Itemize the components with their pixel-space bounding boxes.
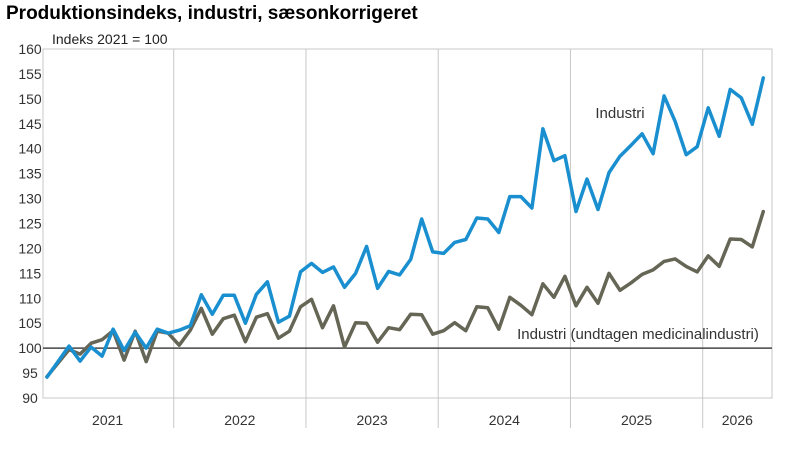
x-tick-label: 2026 bbox=[722, 412, 753, 428]
x-tick-label: 2022 bbox=[224, 412, 255, 428]
label-layer: Industri Industri (undtagen medicinalindu… bbox=[517, 105, 759, 343]
y-tick-label: 115 bbox=[19, 265, 42, 281]
y-tick-label: 150 bbox=[18, 91, 42, 107]
chart-title: Produktionsindeks, industri, sæsonkorrig… bbox=[6, 3, 418, 24]
y-tick-label: 95 bbox=[22, 365, 38, 381]
x-tick-label: 2024 bbox=[489, 412, 520, 428]
x-tick-label: 2023 bbox=[357, 412, 388, 428]
y-tick-label: 160 bbox=[18, 41, 42, 57]
x-tick-label: 2025 bbox=[621, 412, 652, 428]
y-tick-label: 105 bbox=[18, 315, 42, 331]
series-label-industri: Industri bbox=[595, 105, 644, 122]
y-tick-label: 145 bbox=[18, 116, 42, 132]
y-tick-label: 155 bbox=[18, 66, 42, 82]
grid-layer bbox=[42, 48, 773, 428]
series-label-industri-undtagen-medicinal: Industri (undtagen medicinalindustri) bbox=[517, 326, 759, 343]
y-tick-label: 100 bbox=[18, 340, 42, 356]
y-tick-label: 125 bbox=[18, 216, 42, 232]
y-tick-label: 130 bbox=[18, 191, 42, 207]
y-tick-label: 140 bbox=[18, 141, 42, 157]
y-tick-label: 135 bbox=[18, 166, 42, 182]
y-tick-label: 120 bbox=[18, 240, 42, 256]
series-layer bbox=[45, 76, 766, 379]
y-tick-label: 90 bbox=[22, 390, 38, 406]
y-tick-label: 110 bbox=[19, 290, 42, 306]
series-line-industri bbox=[45, 76, 766, 379]
chart-subtitle: Indeks 2021 = 100 bbox=[52, 31, 168, 47]
plot-frame bbox=[42, 48, 773, 399]
x-tick-label: 2021 bbox=[92, 412, 123, 428]
series-line-industri-undtagen-medicinal bbox=[45, 209, 766, 379]
axes-layer: 2021 2022 2023 2024 2025 2026 90 95 100 105 110 115… bbox=[18, 41, 753, 428]
